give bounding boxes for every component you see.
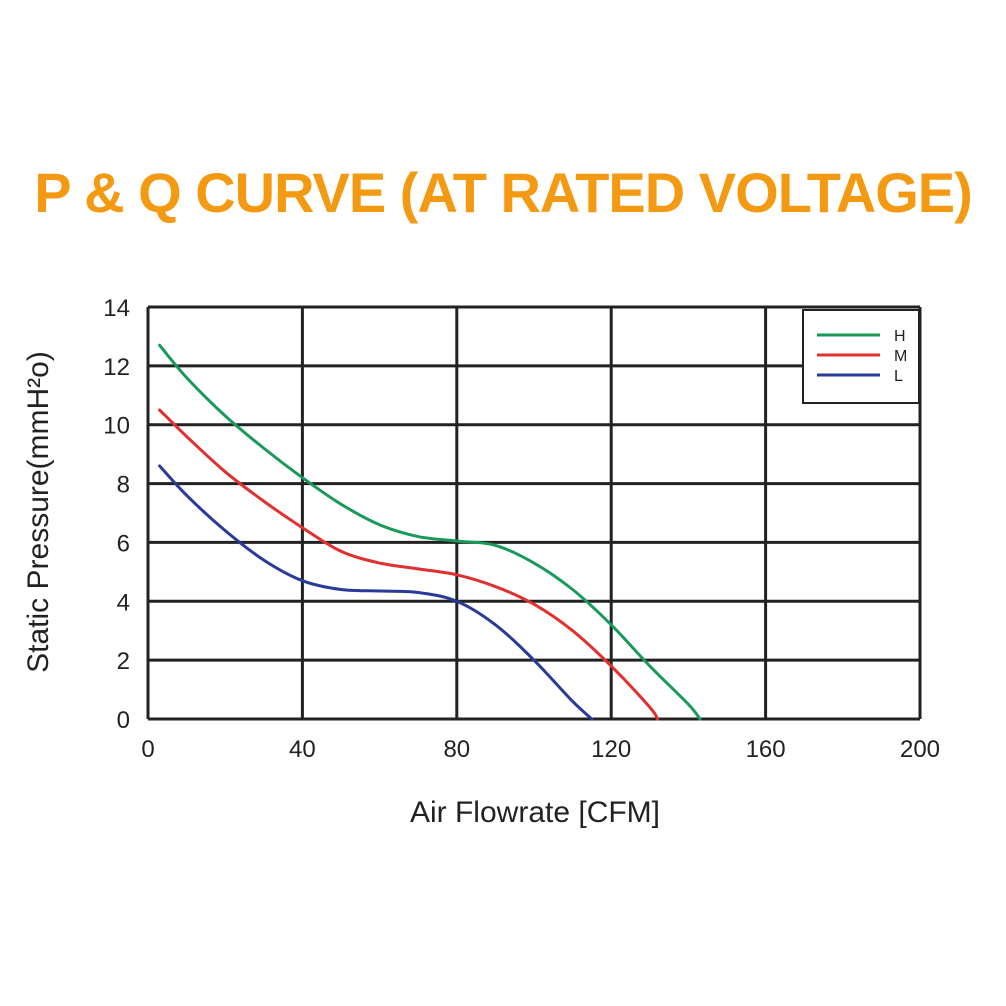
series-line-m: [158, 408, 660, 721]
legend: HML: [802, 309, 920, 404]
x-axis-title: Air Flowrate [CFM]: [410, 796, 660, 829]
tick-labels: 0 40 80 120 160 200 0 2 4 6 8 10 12 14: [103, 295, 940, 763]
series-layer: [158, 343, 702, 721]
x-tick-label: 80: [443, 736, 470, 763]
y-tick-label: 14: [103, 295, 130, 322]
y-tick-label: 8: [117, 472, 130, 499]
y-tick-label: 0: [117, 707, 130, 734]
x-tick-label: 120: [591, 736, 631, 763]
series-line-l: [158, 464, 594, 721]
x-tick-label: 160: [746, 736, 786, 763]
y-axis-title: Static Pressure(mmH²o): [22, 351, 55, 673]
legend-label-h: H: [894, 328, 906, 345]
x-tick-label: 200: [900, 736, 940, 763]
y-tick-label: 12: [103, 354, 130, 381]
grid: [146, 305, 922, 721]
x-tick-label: 40: [289, 736, 316, 763]
y-tick-label: 10: [103, 413, 130, 440]
y-tick-label: 2: [117, 648, 130, 675]
legend-label-l: L: [894, 368, 903, 385]
legend-label-m: M: [894, 348, 907, 365]
series-line-h: [158, 343, 702, 721]
chart-title: P & Q CURVE (AT RATED VOLTAGE): [34, 161, 973, 224]
y-tick-label: 4: [117, 589, 130, 616]
x-tick-label: 0: [141, 736, 154, 763]
y-tick-label: 6: [117, 530, 130, 557]
